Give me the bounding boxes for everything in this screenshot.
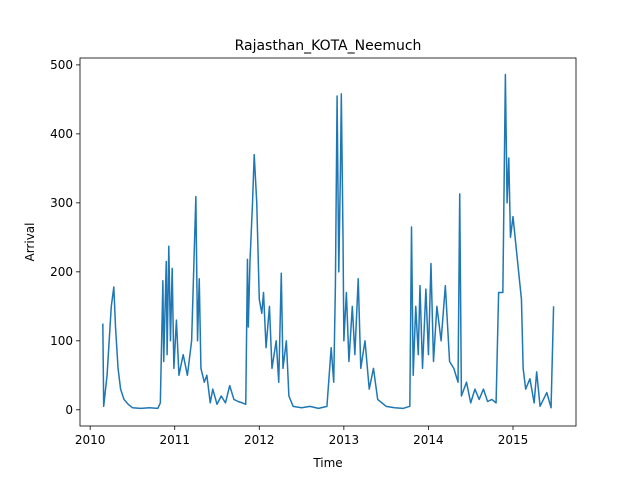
x-tick-label: 2012 — [244, 433, 275, 447]
axes-frame — [79, 57, 577, 427]
x-tick-label: 2014 — [413, 433, 444, 447]
y-axis-label: Arrival — [23, 223, 37, 262]
y-tick-label: 200 — [50, 265, 73, 279]
chart-title: Rajasthan_KOTA_Neemuch — [235, 38, 422, 54]
x-tick-label: 2013 — [329, 433, 360, 447]
x-tick-label: 2011 — [159, 433, 190, 447]
x-tick-label: 2010 — [75, 433, 106, 447]
y-tick-label: 100 — [50, 334, 73, 348]
plot-area — [102, 73, 555, 410]
y-tick-label: 0 — [65, 403, 73, 417]
x-axis-label: Time — [312, 456, 342, 470]
data-line — [102, 73, 555, 410]
x-tick-label: 2015 — [498, 433, 529, 447]
y-tick-label: 300 — [50, 196, 73, 210]
y-tick-label: 500 — [50, 58, 73, 72]
y-tick-label: 400 — [50, 127, 73, 141]
